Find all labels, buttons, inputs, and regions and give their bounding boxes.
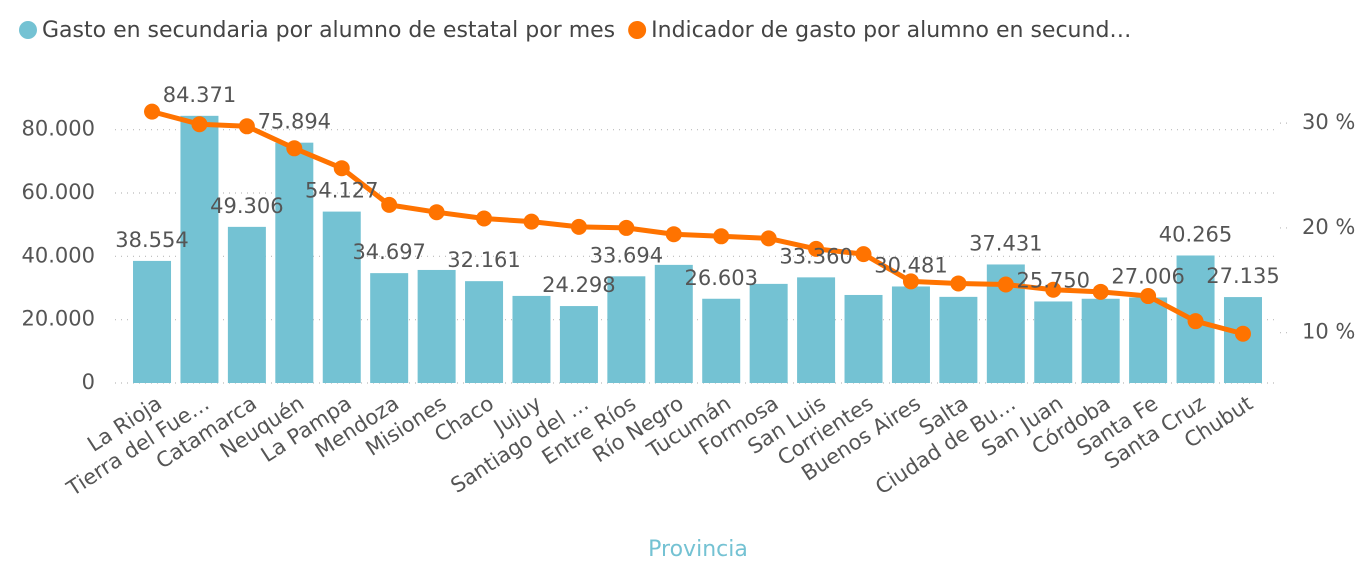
data-label: 30.481: [874, 253, 947, 277]
line-point: [333, 160, 350, 177]
y-tick-label: 40.000: [22, 243, 95, 267]
line-point: [476, 210, 493, 227]
bar: [844, 294, 883, 383]
data-label: 25.750: [1017, 268, 1090, 292]
line: [151, 109, 1244, 337]
data-label: 34.697: [352, 240, 425, 264]
bar: [180, 115, 219, 383]
data-label: 27.135: [1206, 264, 1279, 288]
y-tick-label: 60.000: [22, 180, 95, 204]
bar: [133, 260, 172, 383]
line-point: [855, 246, 872, 263]
bar: [797, 277, 836, 383]
data-label: 27.006: [1111, 264, 1184, 288]
data-label: 84.371: [163, 83, 236, 107]
data-label: 38.554: [115, 228, 188, 252]
line-point: [950, 275, 967, 292]
line-point: [618, 219, 635, 236]
bar: [465, 281, 504, 383]
legend-marker: [19, 21, 37, 39]
line-point: [760, 230, 777, 247]
bar: [891, 286, 930, 383]
legend-label: Indicador de gasto por alumno en secund…: [651, 18, 1131, 43]
line-point: [997, 276, 1014, 293]
line-point: [665, 226, 682, 243]
line-point: [1234, 325, 1251, 342]
bar: [417, 269, 456, 383]
bar: [559, 306, 598, 383]
data-label: 40.265: [1159, 222, 1232, 246]
x-axis-title: Provincia: [648, 537, 748, 561]
bar: [275, 142, 314, 383]
y2-tick-label: 20 %: [1302, 215, 1355, 239]
bar: [322, 211, 361, 383]
line-point: [570, 218, 587, 235]
data-label: 24.298: [542, 273, 615, 297]
bar: [227, 226, 266, 383]
y2-tick-label: 30 %: [1302, 110, 1355, 134]
data-label: 54.127: [305, 179, 378, 203]
data-label: 75.894: [258, 110, 331, 134]
line-point: [1140, 288, 1157, 305]
data-label: 26.603: [684, 266, 757, 290]
bar: [654, 264, 693, 383]
legend-marker: [628, 21, 647, 39]
line-point: [1187, 313, 1204, 330]
bar: [702, 298, 741, 383]
bar: [939, 296, 978, 383]
data-label: 32.161: [447, 248, 520, 272]
line-point: [1045, 281, 1062, 298]
y-tick-label: 20.000: [22, 307, 95, 331]
bar: [749, 283, 788, 383]
line-point: [381, 196, 398, 213]
line-point: [902, 273, 919, 290]
bar: [512, 295, 551, 383]
y-tick-label: 0: [82, 370, 95, 394]
bar: [370, 273, 409, 383]
bar: [1129, 297, 1168, 383]
data-label: 49.306: [210, 194, 283, 218]
line-point: [713, 228, 730, 245]
bar: [1034, 301, 1073, 383]
bar: [1081, 298, 1120, 383]
line-point: [286, 140, 303, 157]
line-point: [238, 118, 255, 135]
data-label: 37.431: [969, 231, 1042, 255]
line-point: [523, 213, 540, 230]
line-point: [191, 116, 208, 133]
line-point: [428, 204, 445, 221]
line-point: [808, 240, 825, 257]
bar: [607, 276, 646, 383]
y-tick-label: 80.000: [22, 117, 95, 141]
legend-label: Gasto en secundaria por alumno de estata…: [42, 18, 615, 43]
data-label: 33.694: [590, 243, 663, 267]
line-point: [144, 103, 161, 120]
y2-tick-label: 10 %: [1302, 320, 1355, 344]
line-point: [1092, 283, 1109, 300]
data-label: 33.360: [779, 244, 852, 268]
